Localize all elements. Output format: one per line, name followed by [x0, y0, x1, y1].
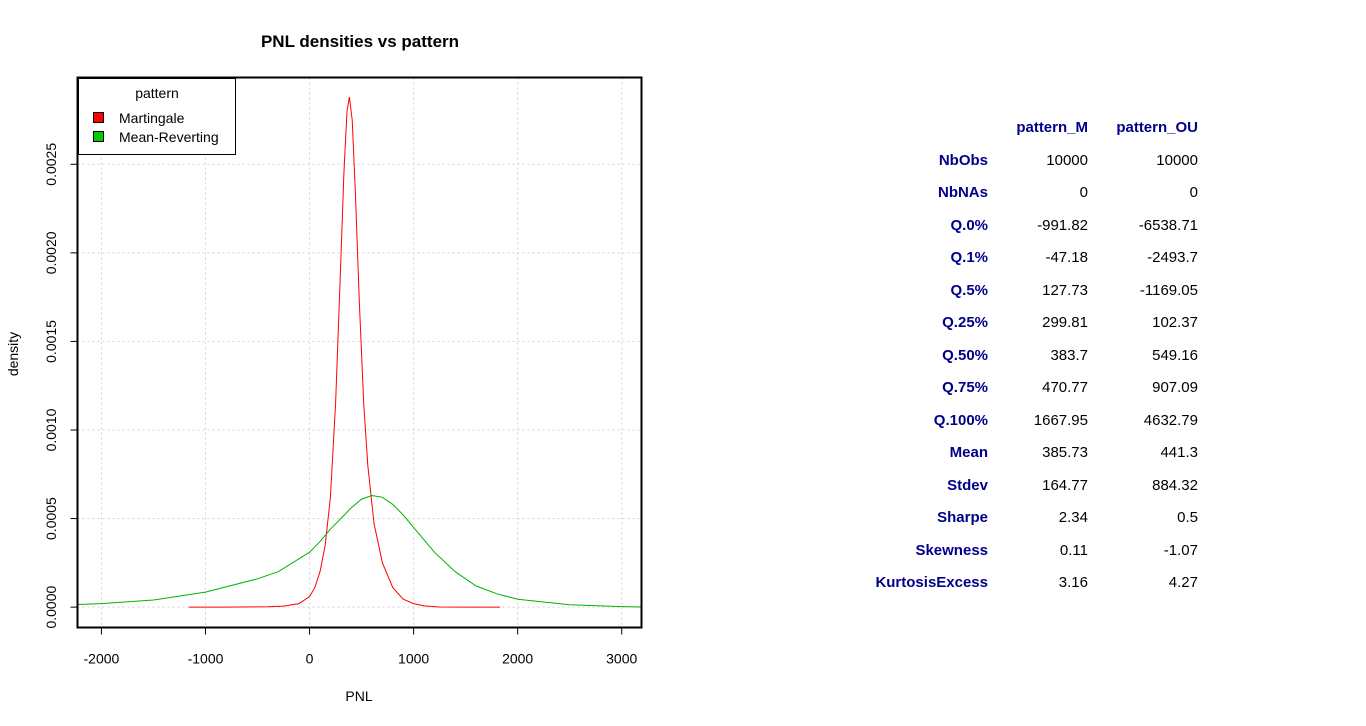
table-row: Q.0% -991.82 -6538.71 — [820, 210, 1198, 243]
legend-entry-mean-reverting: Mean-Reverting — [119, 129, 219, 145]
cell-pattern-m: 2.34 — [1058, 509, 1088, 526]
y-axis-label: density — [5, 332, 21, 376]
x-tick-label: -1000 — [188, 651, 224, 667]
x-axis-label: PNL — [345, 688, 372, 704]
cell-pattern-m: 10000 — [1046, 151, 1088, 169]
x-tick-label: 1000 — [398, 651, 429, 667]
row-label: Q.1% — [950, 249, 988, 266]
table-row: NbObs 10000 10000 — [820, 145, 1198, 178]
x-tick-label: 3000 — [606, 651, 637, 667]
row-label: Q.100% — [933, 411, 988, 429]
x-tick-label: 2000 — [502, 651, 533, 667]
table-row: Q.100% 1667.95 4632.79 — [820, 405, 1198, 438]
row-label: Mean — [949, 444, 988, 461]
row-label: Stdev — [947, 476, 988, 494]
cell-pattern-m: 383.7 — [1050, 346, 1088, 364]
legend-entry-martingale: Martingale — [119, 110, 185, 126]
row-label: Q.5% — [950, 281, 988, 299]
row-label: NbNAs — [937, 184, 988, 201]
cell-pattern-ou: 441.3 — [1160, 444, 1198, 461]
x-tick-label: 0 — [306, 651, 314, 667]
cell-pattern-ou: 4.27 — [1168, 574, 1198, 591]
chart-title: PNL densities vs pattern — [261, 32, 459, 51]
x-axis: -2000 -1000 0 1000 2000 3000 — [84, 627, 638, 667]
y-axis: 0.0000 0.0005 0.0010 0.0015 0.0020 0.0025 — [43, 143, 78, 629]
cell-pattern-m: 0.11 — [1059, 541, 1088, 559]
cell-pattern-ou: 549.16 — [1152, 346, 1198, 364]
cell-pattern-m: 470.77 — [1042, 379, 1088, 396]
cell-pattern-m: 299.81 — [1042, 314, 1088, 331]
y-tick-label: 0.0010 — [43, 408, 59, 451]
row-label: Q.0% — [950, 216, 988, 234]
cell-pattern-ou: -2493.7 — [1147, 249, 1198, 266]
column-header-pattern-m: pattern_M — [1016, 119, 1088, 136]
legend-swatch-mean-reverting — [93, 131, 104, 142]
row-label: Sharpe — [937, 509, 988, 526]
cell-pattern-m: 164.77 — [1042, 476, 1088, 494]
cell-pattern-m: 0 — [1079, 184, 1088, 201]
cell-pattern-ou: 102.37 — [1152, 314, 1198, 331]
series-line-mean-reverting — [77, 494, 642, 608]
cell-pattern-m: -991.82 — [1037, 216, 1088, 234]
y-tick-label: 0.0015 — [43, 320, 59, 363]
row-label: Q.25% — [942, 314, 988, 331]
cell-pattern-m: 3.16 — [1058, 574, 1088, 591]
legend-swatch-martingale — [93, 112, 104, 123]
row-label: KurtosisExcess — [875, 574, 988, 591]
legend: pattern Martingale Mean-Reverting — [78, 78, 236, 155]
row-label: Q.75% — [942, 379, 988, 396]
table-row: Q.1% -47.18 -2493.7 — [820, 242, 1198, 275]
table-row: Q.50% 383.7 549.16 — [820, 340, 1198, 373]
cell-pattern-ou: 0 — [1189, 184, 1198, 201]
cell-pattern-ou: 10000 — [1156, 151, 1198, 169]
y-tick-label: 0.0000 — [43, 586, 59, 629]
cell-pattern-ou: 4632.79 — [1143, 411, 1198, 429]
cell-pattern-m: 1667.95 — [1033, 411, 1088, 429]
density-plot: PNL densities vs pattern -2000 -1000 0 1000… — [5, 32, 643, 704]
cell-pattern-m: -47.18 — [1045, 249, 1088, 266]
table-body: NbObs 10000 10000 NbNAs 0 0 Q.0% -991.82 -6538.7… — [820, 145, 1198, 600]
table-row: KurtosisExcess 3.16 4.27 — [820, 567, 1198, 600]
table-corner — [820, 112, 988, 145]
series-line-martingale — [188, 96, 500, 608]
row-label: Skewness — [915, 541, 988, 559]
legend-box — [78, 78, 236, 155]
table-row: Skewness 0.11 -1.07 — [820, 535, 1198, 568]
table-row: Stdev 164.77 884.32 — [820, 470, 1198, 503]
table-row: Mean 385.73 441.3 — [820, 437, 1198, 470]
table-row: Q.75% 470.77 907.09 — [820, 372, 1198, 405]
statistics-table: pattern_M pattern_OU NbObs 10000 10000 NbNA… — [820, 112, 1198, 600]
row-label: Q.50% — [942, 346, 988, 364]
cell-pattern-m: 385.73 — [1042, 444, 1088, 461]
y-tick-label: 0.0020 — [43, 231, 59, 274]
grid-lines — [77, 77, 642, 628]
table-header-row: pattern_M pattern_OU — [820, 112, 1198, 145]
cell-pattern-ou: -6538.71 — [1138, 216, 1198, 234]
cell-pattern-ou: 0.5 — [1177, 509, 1198, 526]
legend-title: pattern — [135, 85, 179, 101]
y-tick-label: 0.0005 — [43, 497, 59, 540]
table-row: Q.25% 299.81 102.37 — [820, 307, 1198, 340]
row-label: NbObs — [938, 151, 988, 169]
table-row: Q.5% 127.73 -1169.05 — [820, 275, 1198, 308]
y-tick-label: 0.0025 — [43, 143, 59, 186]
cell-pattern-ou: 907.09 — [1152, 379, 1198, 396]
series-lines — [77, 96, 642, 608]
cell-pattern-ou: -1.07 — [1163, 541, 1198, 559]
table-row: Sharpe 2.34 0.5 — [820, 502, 1198, 535]
cell-pattern-ou: -1169.05 — [1139, 281, 1198, 299]
column-header-pattern-ou: pattern_OU — [1116, 119, 1198, 136]
x-tick-label: -2000 — [84, 651, 120, 667]
cell-pattern-m: 127.73 — [1042, 281, 1088, 299]
cell-pattern-ou: 884.32 — [1152, 476, 1198, 494]
plot-frame — [76, 76, 643, 629]
table-row: NbNAs 0 0 — [820, 177, 1198, 210]
